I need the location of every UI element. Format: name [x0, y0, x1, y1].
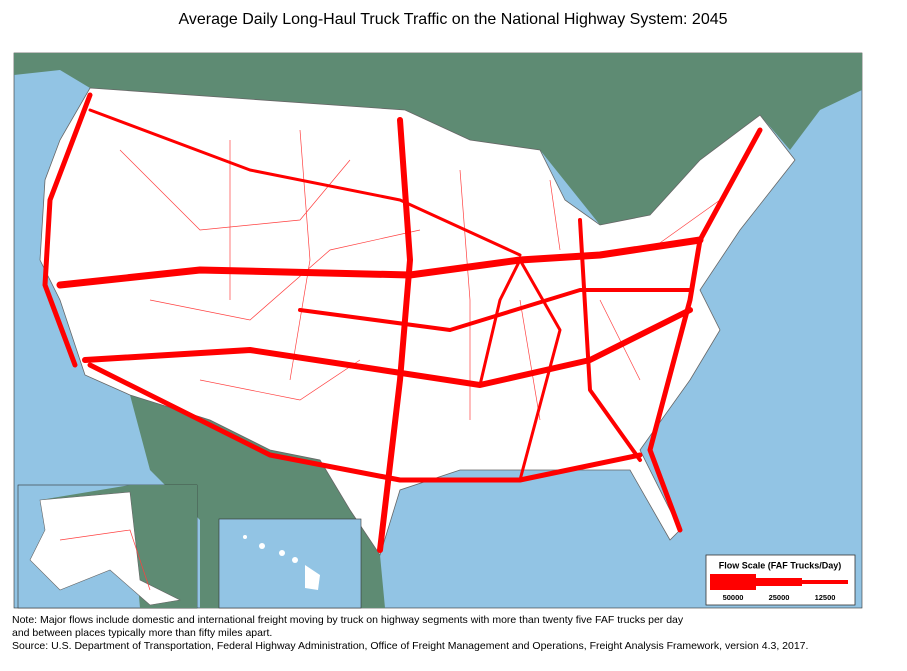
map-title: Average Daily Long-Haul Truck Traffic on… — [178, 11, 727, 28]
minor-roads — [119, 129, 721, 421]
legend: Flow Scale (FAF Trucks/Day) 50000 25000 12… — [705, 554, 856, 606]
legend-swatch — [710, 574, 756, 590]
alaska-inset — [17, 484, 198, 609]
legend-title: Flow Scale (FAF Trucks/Day) — [719, 560, 842, 570]
legend-swatch — [756, 578, 802, 586]
legend-label: 12500 — [815, 593, 836, 602]
legend-swatch — [802, 580, 848, 584]
source-line: Source: U.S. Department of Transportatio… — [12, 640, 808, 652]
map: Flow Scale (FAF Trucks/Day) 50000 25000 12… — [13, 52, 863, 609]
note-line: and between places typically more than f… — [12, 627, 272, 639]
legend-label: 50000 — [723, 593, 744, 602]
legend-label: 25000 — [769, 593, 790, 602]
note-line: Note: Major flows include domestic and i… — [12, 614, 684, 626]
canada — [14, 53, 862, 225]
major-routes — [42, 92, 763, 553]
hawaii-inset — [218, 518, 362, 609]
united-states — [39, 87, 796, 556]
